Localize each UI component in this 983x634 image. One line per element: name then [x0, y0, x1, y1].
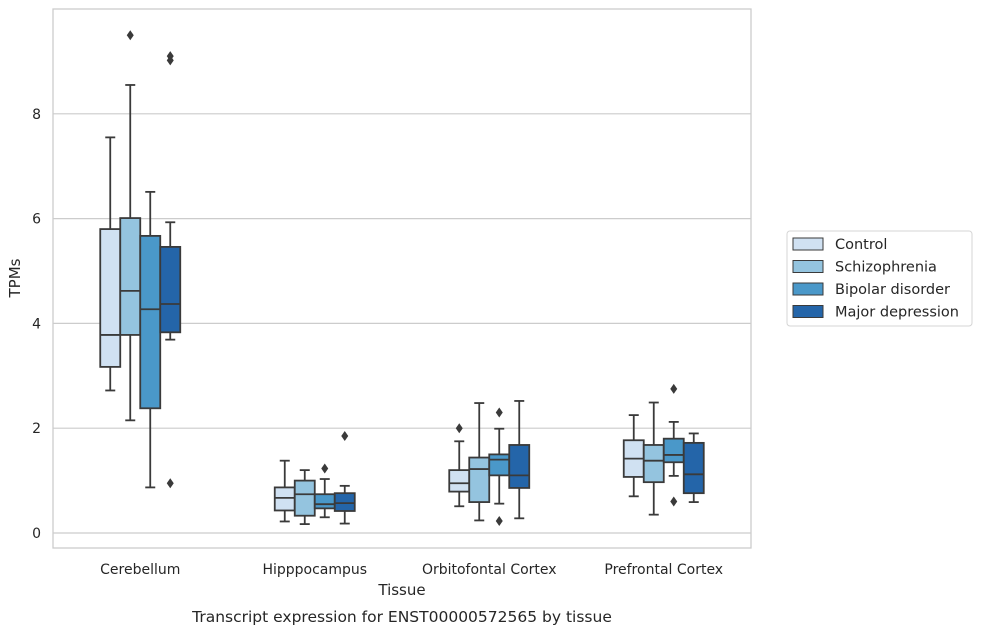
outlier-point	[670, 496, 678, 507]
box-iqr	[99, 228, 122, 368]
box-iqr	[273, 486, 296, 512]
plot-frame	[52, 8, 752, 549]
outlier-point	[166, 478, 174, 489]
box-iqr	[468, 456, 491, 503]
boxes	[99, 30, 705, 526]
outlier-point	[341, 431, 349, 442]
box-1-2	[468, 402, 491, 522]
box-2-2	[488, 407, 511, 526]
box-1-0	[119, 30, 142, 422]
legend-swatch	[792, 237, 824, 251]
x-tick-label: Orbitofontal Cortex	[422, 562, 557, 578]
y-tick-label: 0	[32, 526, 41, 542]
box-3-0	[159, 51, 182, 489]
box-iqr	[682, 441, 705, 495]
box-iqr	[642, 444, 665, 484]
outlier-point	[495, 515, 503, 526]
outlier-point	[495, 407, 503, 418]
box-3-2	[508, 400, 531, 520]
box-0-3	[622, 414, 645, 498]
box-iqr	[293, 479, 316, 517]
x-tick-label: Prefrontal Cortex	[604, 562, 723, 578]
x-tick-label: Cerebellum	[100, 562, 180, 578]
outlier-point	[321, 463, 329, 474]
legend-label: Bipolar disorder	[835, 282, 950, 298]
box-2-0	[139, 190, 162, 489]
x-tick-label: Hipppocampus	[262, 562, 367, 578]
legend-label: Major depression	[835, 305, 959, 321]
outlier-point	[166, 55, 174, 66]
x-axis-title: Tissue	[377, 581, 425, 599]
box-iqr	[448, 469, 471, 493]
box-iqr	[119, 217, 142, 336]
box-iqr	[139, 234, 162, 410]
y-tick-labels: 0 2 4 6 8	[32, 107, 41, 542]
box-1-3	[642, 401, 665, 516]
legend-label: Control	[835, 237, 887, 253]
legend-swatch	[792, 260, 824, 273]
box-1-1	[293, 469, 316, 525]
box-iqr	[313, 493, 336, 510]
box-iqr	[662, 437, 685, 464]
y-axis-title: TPMs	[6, 258, 24, 298]
box-2-1	[313, 463, 336, 519]
legend-swatch	[792, 282, 824, 296]
y-tick-label: 2	[32, 421, 41, 437]
legend: Control Schizophrenia Bipolar disorder Majo…	[786, 230, 973, 327]
box-2-3	[662, 383, 685, 507]
outlier-point	[670, 383, 678, 394]
legend-label: Schizophrenia	[835, 260, 937, 276]
box-0-0	[99, 136, 122, 392]
box-iqr	[488, 453, 511, 477]
outlier-point	[455, 423, 463, 434]
box-iqr	[333, 492, 356, 512]
box-iqr	[159, 245, 182, 334]
y-tick-label: 8	[32, 107, 41, 123]
chart-caption: Transcript expression for ENST0000057256…	[191, 608, 612, 626]
legend-swatch	[792, 305, 824, 318]
box-3-3	[682, 432, 705, 503]
outlier-point	[126, 30, 134, 41]
box-0-1	[273, 459, 296, 523]
legend-frame	[786, 230, 973, 327]
y-tick-label: 6	[32, 212, 41, 228]
box-iqr	[508, 444, 531, 489]
box-0-2	[448, 423, 471, 508]
y-tick-label: 4	[32, 316, 41, 332]
box-3-1	[333, 431, 356, 525]
x-tick-labels: Cerebellum Hipppocampus Orbitofontal Corte…	[100, 562, 723, 578]
